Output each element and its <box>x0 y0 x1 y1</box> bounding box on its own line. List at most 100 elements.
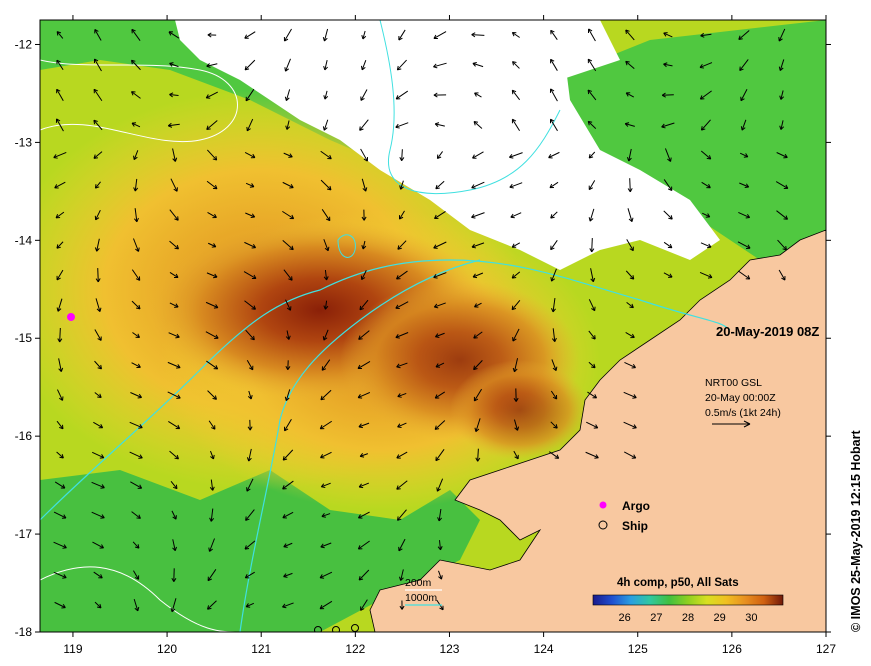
current-arrow <box>362 30 366 40</box>
current-arrow <box>58 358 62 372</box>
current-arrow <box>738 212 750 218</box>
current-arrow <box>131 362 141 368</box>
current-arrow <box>433 62 447 68</box>
current-arrow <box>324 90 328 100</box>
current-arrow-head <box>176 394 181 399</box>
current-arrow-head <box>661 123 666 129</box>
current-arrow <box>169 209 179 221</box>
current-arrow-head <box>473 121 479 126</box>
current-arrow <box>435 123 445 127</box>
current-arrow <box>395 332 409 338</box>
current-arrow-head <box>168 31 174 36</box>
current-arrow <box>91 481 105 489</box>
current-arrow-head <box>550 245 555 251</box>
current-arrow-head <box>779 125 785 130</box>
current-arrow <box>740 89 748 101</box>
current-arrow <box>169 302 179 308</box>
y-tick-label: -15 <box>15 331 33 345</box>
current-arrow-head <box>245 516 250 521</box>
x-tick-label: 125 <box>628 642 648 656</box>
current-arrow <box>472 151 484 159</box>
contour-200m-b <box>40 566 241 632</box>
current-arrow <box>435 332 445 338</box>
current-arrow <box>663 179 673 191</box>
current-arrow <box>474 92 482 98</box>
current-arrow-head <box>207 576 212 582</box>
current-arrow <box>739 59 749 71</box>
current-arrow <box>361 270 367 280</box>
current-arrow <box>209 450 215 460</box>
current-arrow-head <box>285 365 291 370</box>
marker-legend: Argo Ship <box>598 499 650 533</box>
current-arrow-head <box>362 187 368 192</box>
colorbar-tick-label: 26 <box>619 612 631 624</box>
current-arrow <box>245 212 255 218</box>
current-arrow <box>623 421 637 429</box>
colorbar-scale <box>592 594 784 606</box>
current-arrow-head <box>587 120 593 126</box>
current-arrow-head <box>136 514 141 519</box>
current-arrow-head <box>629 303 634 309</box>
current-arrow-head <box>93 154 99 159</box>
current-arrow <box>701 181 711 189</box>
current-arrow-head <box>588 153 594 159</box>
current-arrow-head <box>59 454 64 459</box>
y-tick-label: -18 <box>15 625 33 639</box>
current-arrow <box>130 392 142 398</box>
current-arrow <box>134 178 138 192</box>
current-arrow <box>282 240 294 250</box>
current-arrow <box>319 600 333 610</box>
y-axis: -12 -13 -14 -15 -16 -17 -18 <box>15 37 831 639</box>
current-arrow <box>94 29 102 41</box>
current-arrow <box>358 422 370 428</box>
current-arrow-head <box>511 305 517 311</box>
current-arrow <box>94 392 102 398</box>
current-arrow-head <box>213 365 219 370</box>
current-arrow-head <box>630 333 635 339</box>
current-arrow <box>171 598 177 612</box>
current-arrow <box>56 241 64 249</box>
current-arrow <box>56 118 64 132</box>
current-arrow <box>93 421 103 429</box>
current-arrow-head <box>58 367 64 372</box>
current-arrow-head <box>98 574 103 579</box>
current-arrow <box>700 90 712 100</box>
x-tick-label: 127 <box>816 642 836 656</box>
current-arrow <box>664 148 672 162</box>
current-arrow <box>56 31 64 39</box>
current-legend-line3: 0.5m/s (1kt 24h) <box>705 407 781 419</box>
current-arrow <box>513 358 519 372</box>
current-legend-line2: 20-May 00:00Z <box>705 392 776 404</box>
current-arrow-head <box>249 183 255 188</box>
current-arrow-head <box>209 517 215 522</box>
current-arrows <box>53 28 789 613</box>
current-arrow-head <box>326 185 332 191</box>
current-arrow <box>285 58 291 72</box>
current-arrow-head <box>95 278 101 283</box>
current-arrow-head <box>56 307 62 312</box>
current-arrow <box>625 92 635 98</box>
current-arrow-head <box>625 29 630 35</box>
current-arrow <box>286 120 290 130</box>
current-arrow-head <box>474 92 479 97</box>
current-arrow-head <box>395 304 400 309</box>
current-arrow <box>360 148 368 162</box>
current-arrow-head <box>359 305 364 311</box>
current-arrow <box>779 59 785 71</box>
current-arrow <box>629 178 631 192</box>
current-arrow-head <box>99 454 105 459</box>
current-arrow <box>434 420 446 430</box>
current-arrow-head <box>360 65 366 71</box>
current-arrow-head <box>175 424 181 430</box>
current-arrow-head <box>667 243 673 249</box>
current-arrow-head <box>473 365 478 371</box>
current-arrow-head <box>593 424 599 429</box>
current-arrow-head <box>509 183 514 189</box>
current-arrow <box>397 422 407 428</box>
ship-marker <box>314 626 322 632</box>
colorbar-tick-label: 27 <box>650 612 662 624</box>
current-arrow-head <box>285 335 291 340</box>
current-arrow-head <box>398 215 404 220</box>
current-arrow-head <box>137 484 143 489</box>
current-arrow <box>169 240 179 250</box>
